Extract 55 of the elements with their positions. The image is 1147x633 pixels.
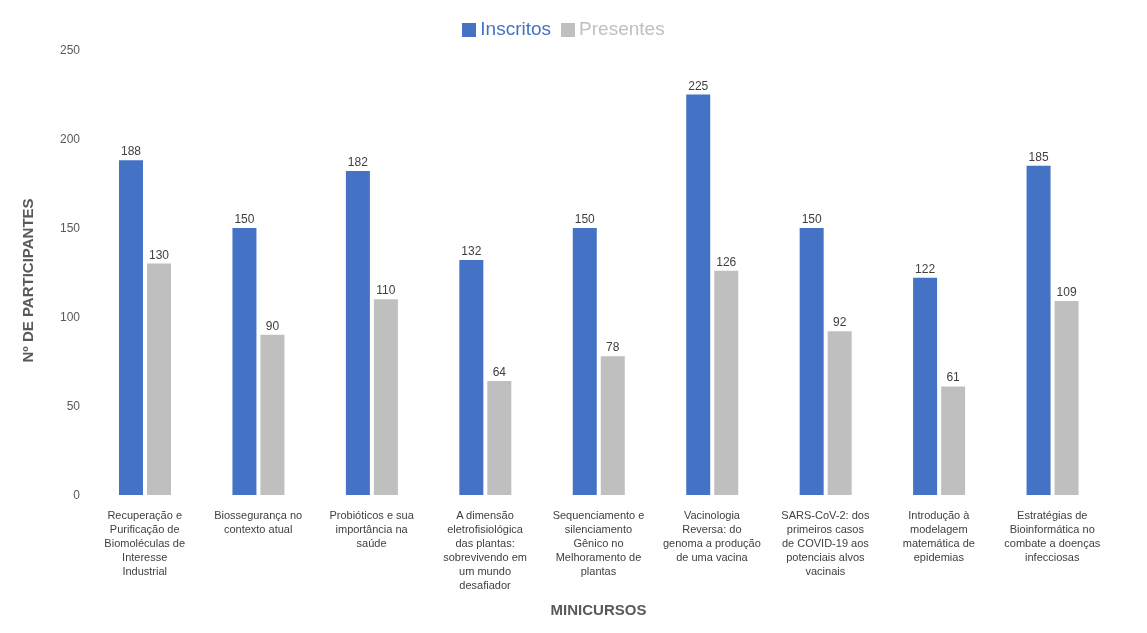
- bar: [345, 171, 370, 495]
- bar: [487, 381, 512, 495]
- data-label: 92: [832, 315, 847, 330]
- y-tick-label: 250: [59, 43, 81, 58]
- bar: [686, 94, 711, 495]
- x-tick-label: Probióticos e sua importância na saúde: [329, 509, 415, 549]
- y-axis-title: Nº DE PARTICIPANTES: [19, 198, 37, 363]
- y-tick-label: 0: [73, 488, 81, 503]
- bar: [373, 299, 398, 495]
- data-label: 188: [120, 144, 142, 159]
- data-label: 150: [801, 212, 822, 226]
- data-label: 185: [1028, 149, 1049, 164]
- data-label: 225: [688, 78, 709, 93]
- bar: [232, 228, 257, 495]
- bar: [913, 277, 938, 495]
- data-label: 122: [915, 261, 936, 276]
- bar: [459, 260, 484, 495]
- bar: [941, 386, 966, 495]
- data-label: 126: [716, 254, 737, 269]
- x-tick-label: Sequenciamento e silenciamento Gênico no Melhoramento de plantas: [552, 509, 645, 577]
- data-label: 130: [148, 247, 170, 262]
- data-label: 132: [461, 244, 482, 259]
- bar: [827, 331, 852, 495]
- x-tick-label: SARS-CoV-2: dos primeiros casos de COVID-19 aos potenciais alvos vacinais: [781, 509, 870, 577]
- data-label: 150: [574, 212, 596, 226]
- x-tick-label: Biossegurança no contexto atual: [214, 509, 303, 535]
- bar: [260, 334, 285, 495]
- bar: [572, 228, 597, 495]
- legend-label: Presentes: [579, 18, 665, 39]
- x-axis-title: MINICURSOS: [550, 601, 647, 618]
- bar: [714, 270, 739, 495]
- x-tick-label: Recuperação e Purificação de Biomoléculas de Interesse Industrial: [104, 509, 186, 577]
- data-label: 90: [265, 318, 280, 333]
- data-label: 182: [347, 155, 369, 170]
- bar: [1026, 165, 1051, 495]
- bar: [119, 160, 143, 495]
- x-tick-label: Estratégias de Bioinformática no combate a doenças infecciosas: [1004, 509, 1101, 563]
- data-label: 110: [376, 283, 396, 298]
- y-tick-label: 100: [59, 310, 81, 325]
- data-label: 78: [606, 340, 620, 355]
- x-tick-label: Vacinologia Reversa: do genoma a produção de uma vacina: [663, 509, 761, 563]
- bar: [1054, 300, 1079, 495]
- legend-label: Inscritos: [480, 18, 552, 39]
- bar: [600, 356, 625, 495]
- x-tick-label: A dimensão eletrofisiológica das plantas: sobrevivendo em um mundo desafiador: [443, 509, 527, 591]
- bar: [799, 228, 824, 495]
- x-tick-label: Introdução à modelagem matemática de epidemias: [902, 509, 975, 563]
- data-label: 61: [946, 370, 961, 385]
- data-label: 150: [234, 212, 255, 226]
- y-tick-label: 200: [59, 132, 81, 147]
- data-label: 64: [492, 365, 507, 380]
- y-tick-label: 50: [66, 399, 81, 414]
- bar: [147, 263, 171, 495]
- y-tick-label: 150: [59, 221, 81, 236]
- data-label: 109: [1056, 284, 1077, 299]
